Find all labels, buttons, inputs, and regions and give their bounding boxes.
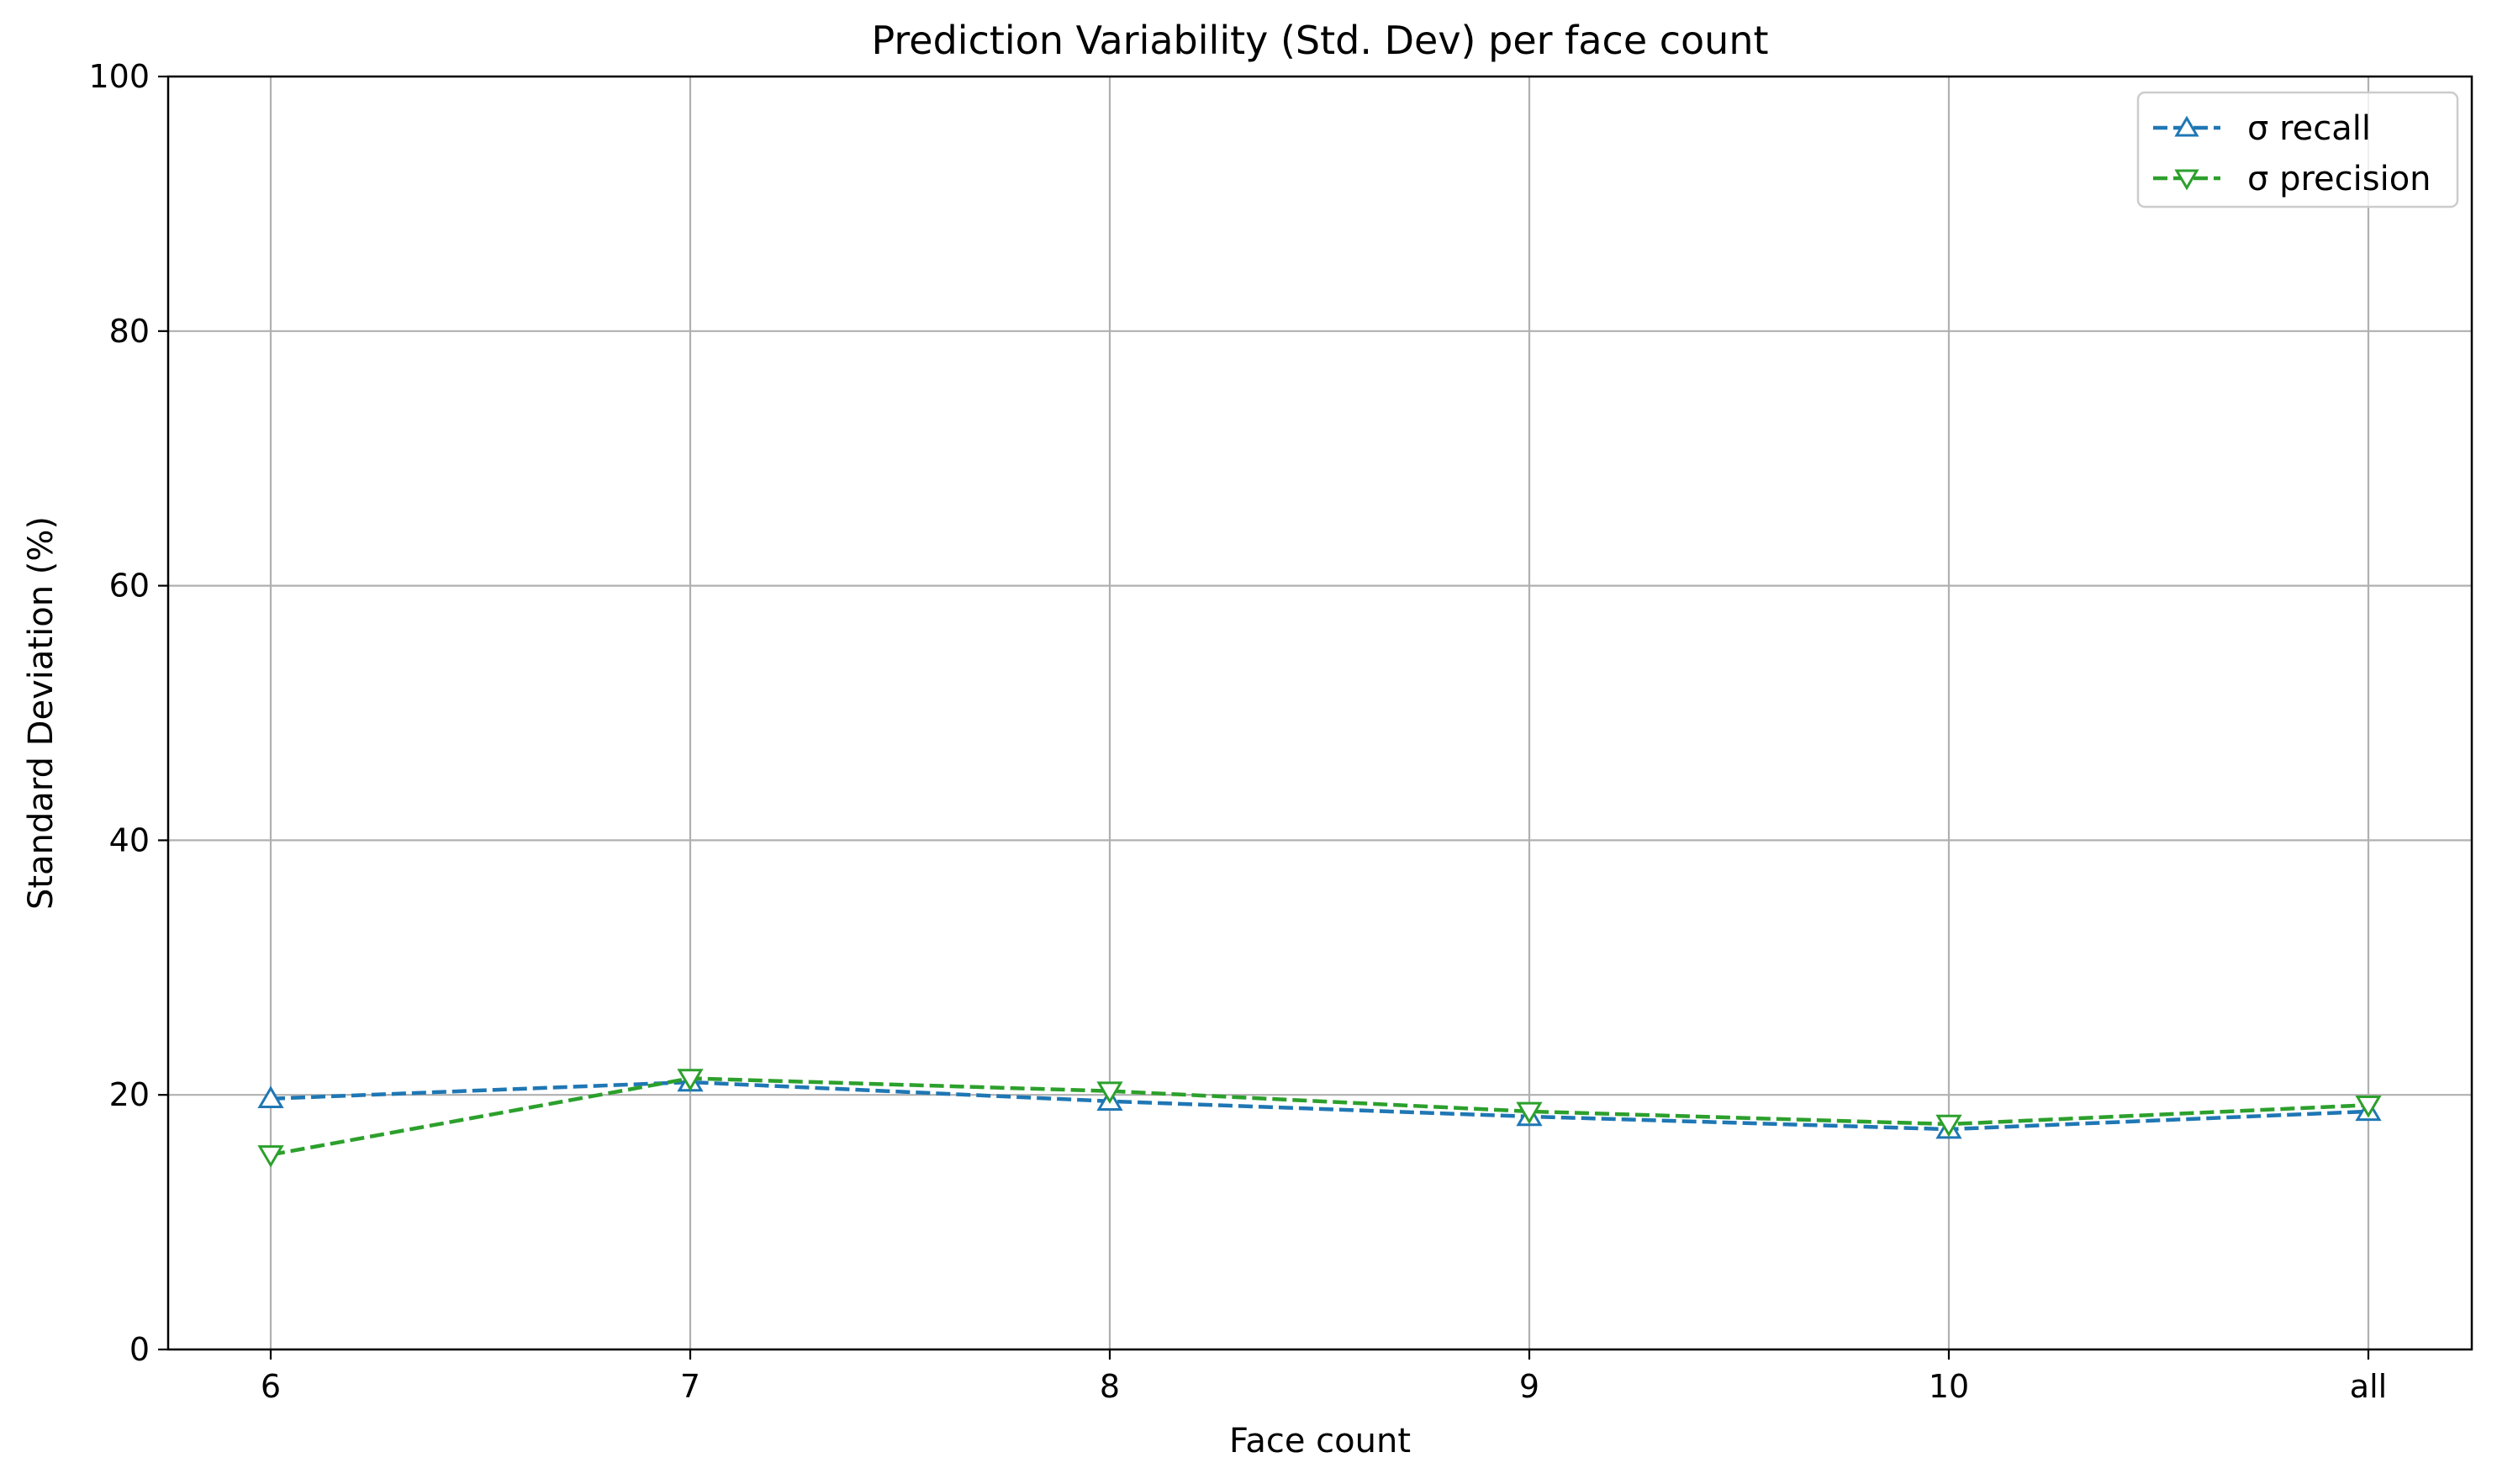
chart-title: Prediction Variability (Std. Dev) per fa… — [871, 18, 1768, 63]
legend-marker — [2174, 115, 2199, 137]
legend-marker — [2174, 169, 2199, 191]
data-point — [2355, 1096, 2382, 1118]
y-tick-label: 60 — [109, 568, 150, 605]
data-point — [677, 1069, 704, 1091]
ticks: 6 7 8 9 10 all 0 20 40 60 80 100 — [88, 58, 2387, 1405]
x-tick-label: 8 — [1100, 1368, 1120, 1405]
plot-frame — [166, 75, 2473, 1351]
x-tick-label: 9 — [1519, 1368, 1539, 1405]
data-point — [257, 1085, 284, 1108]
legend-label: σ recall — [2247, 109, 2371, 148]
x-tick-label: all — [2350, 1368, 2387, 1405]
x-tick-label: 7 — [680, 1368, 700, 1405]
y-axis-label: Standard Deviation (%) — [22, 516, 61, 910]
plot-area — [168, 77, 2472, 1349]
data-point — [1935, 1114, 1962, 1138]
data-point — [257, 1145, 284, 1168]
legend: σ recall σ precision — [2136, 91, 2459, 209]
series-line — [270, 1080, 2369, 1132]
legend-label: σ precision — [2247, 160, 2431, 198]
x-tick-label: 10 — [1929, 1368, 1969, 1405]
y-tick-label: 0 — [129, 1331, 150, 1368]
y-tick-label: 100 — [88, 58, 150, 95]
series-line — [270, 1076, 2369, 1157]
series-precision — [257, 1069, 2382, 1168]
y-tick-label: 20 — [109, 1076, 150, 1113]
series-layer — [257, 1069, 2382, 1168]
y-tick-label: 80 — [109, 313, 150, 350]
x-axis-label: Face count — [1229, 1422, 1411, 1460]
data-point — [1516, 1101, 1543, 1125]
x-tick-label: 6 — [261, 1368, 281, 1405]
data-point — [1096, 1081, 1123, 1104]
y-tick-label: 40 — [109, 821, 150, 858]
